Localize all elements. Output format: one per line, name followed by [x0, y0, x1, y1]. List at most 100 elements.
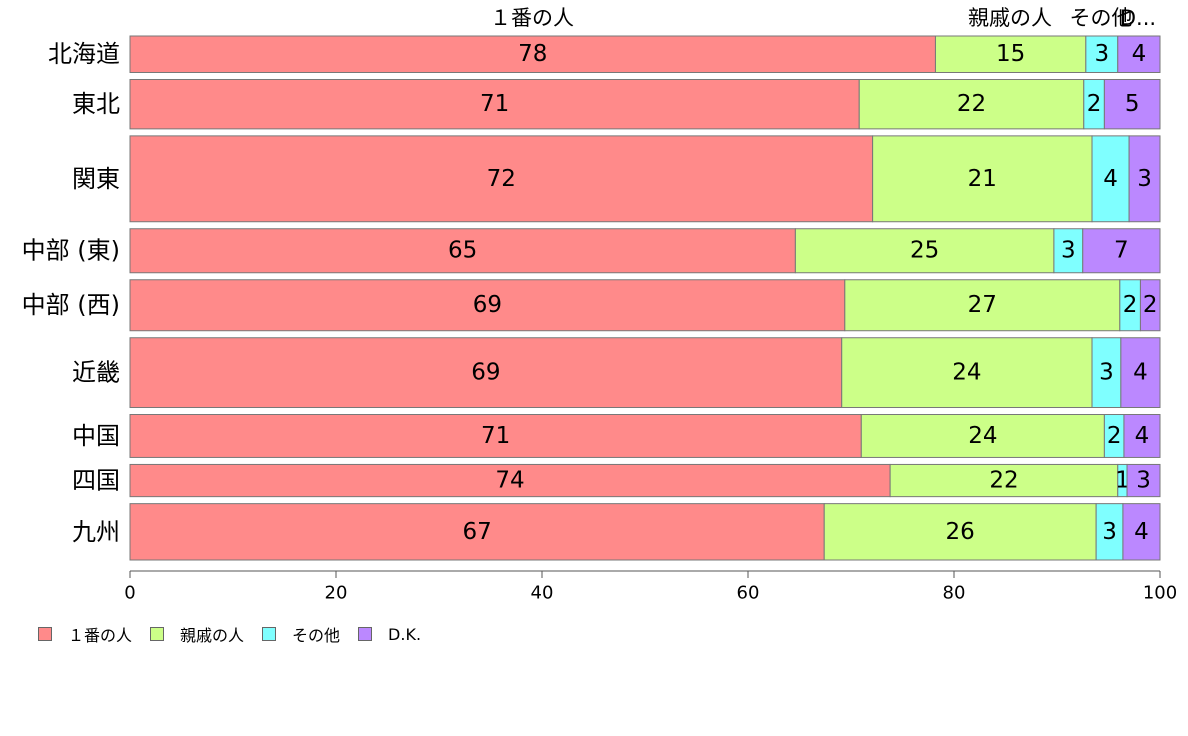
series-top-label: その他 — [1070, 6, 1133, 30]
data-label: 21 — [968, 166, 997, 192]
category-label: 北海道 — [48, 40, 120, 68]
data-label: 4 — [1133, 360, 1148, 386]
legend-swatch — [150, 627, 165, 641]
legend-swatch — [262, 627, 277, 641]
data-label: 4 — [1135, 423, 1150, 449]
series-top-label: D... — [1120, 6, 1156, 30]
legend-item: D.K. — [358, 625, 421, 644]
legend-label: １番の人 — [68, 626, 133, 645]
x-tick-label: 80 — [943, 583, 966, 604]
bar-segment — [1103, 78, 1161, 130]
data-label: 2 — [1107, 423, 1122, 449]
bar-segment — [129, 337, 843, 409]
data-label: 3 — [1099, 360, 1114, 386]
legend-label: 親戚の人 — [180, 626, 245, 645]
bar-segment — [1128, 135, 1161, 223]
data-label: 22 — [989, 468, 1018, 494]
legend-label: その他 — [292, 626, 341, 645]
data-label: 71 — [481, 423, 510, 449]
legend-swatch — [38, 627, 52, 641]
bar-segment — [1053, 228, 1084, 274]
data-label: 1 — [1115, 468, 1130, 494]
data-label: 72 — [487, 166, 516, 192]
data-label: 22 — [957, 91, 986, 117]
bar-segment — [860, 414, 1105, 458]
x-tick-label: 60 — [737, 583, 760, 604]
data-label: 3 — [1136, 468, 1151, 494]
bar-segment — [129, 135, 874, 223]
category-label: 九州 — [72, 518, 120, 546]
bar-segment — [129, 414, 862, 458]
legend-item: その他 — [262, 622, 340, 646]
data-label: 7 — [1114, 238, 1129, 264]
bar-segment — [872, 135, 1093, 223]
bar-segment — [1139, 279, 1161, 332]
x-tick-label: 0 — [124, 583, 135, 604]
x-tick-label: 20 — [325, 583, 348, 604]
category-label: 中部 (東) — [22, 237, 120, 265]
data-label: 78 — [518, 41, 547, 67]
bar-segment — [823, 503, 1097, 561]
data-label: 65 — [448, 238, 477, 264]
legend: １番の人 親戚の人 その他 D.K. — [38, 622, 439, 646]
data-label: 15 — [996, 41, 1025, 67]
data-label: 26 — [946, 519, 975, 545]
bar-segment — [1085, 35, 1119, 73]
bar-segment — [934, 35, 1087, 73]
bar-segment — [1123, 414, 1161, 458]
bars: 78 15 3 471 22 2 572 21 4 365 25 3 769 27 2 269 24 3 471 24… — [129, 35, 1161, 561]
series-top-label: 親戚の人 — [968, 6, 1052, 30]
data-label: 69 — [473, 292, 502, 318]
bar-segment — [794, 228, 1055, 274]
data-label: 74 — [495, 468, 524, 494]
data-label: 67 — [462, 519, 491, 545]
bar-segment — [1091, 135, 1130, 223]
x-axis: 0 20 40 60 80 100 — [124, 570, 1177, 604]
bar-segment — [1126, 463, 1161, 498]
category-label: 中部 (西) — [22, 291, 120, 319]
legend-item: １番の人 — [38, 622, 132, 646]
data-label: 27 — [968, 292, 997, 318]
series-top-label: １番の人 — [490, 6, 574, 30]
data-label: 2 — [1143, 292, 1158, 318]
category-label: 中国 — [72, 422, 120, 450]
data-label: 5 — [1125, 91, 1140, 117]
bar-segment — [844, 279, 1121, 332]
bar-segment — [1117, 35, 1161, 73]
bar-segment — [129, 78, 860, 130]
data-label: 3 — [1094, 41, 1109, 67]
data-label: 2 — [1087, 91, 1102, 117]
data-label: 3 — [1102, 519, 1117, 545]
data-label: 3 — [1061, 238, 1076, 264]
data-label: 2 — [1123, 292, 1138, 318]
data-label: 71 — [480, 91, 509, 117]
bar-segment — [1082, 228, 1161, 274]
bar-segment — [858, 78, 1085, 130]
bar-segment — [841, 337, 1093, 409]
data-label: 3 — [1137, 166, 1152, 192]
category-label: 関東 — [72, 165, 120, 193]
bar-segment — [129, 228, 796, 274]
data-label: 69 — [471, 360, 500, 386]
data-label: 24 — [952, 360, 981, 386]
data-label: 25 — [910, 238, 939, 264]
top-labels: １番の人 親戚の人 その他D... — [490, 6, 1156, 30]
category-label: 近畿 — [72, 359, 120, 387]
category-label: 東北 — [72, 90, 120, 118]
data-label: 4 — [1132, 41, 1147, 67]
legend-swatch — [358, 627, 373, 641]
bar-segment — [129, 35, 936, 73]
x-tick-label: 40 — [531, 583, 554, 604]
bar-segment — [129, 503, 825, 561]
bar-segment — [1091, 337, 1122, 409]
legend-item: 親戚の人 — [150, 622, 244, 646]
legend-label: D.K. — [388, 624, 422, 644]
x-tick-label: 100 — [1143, 583, 1177, 604]
data-label: 4 — [1103, 166, 1118, 192]
category-label: 四国 — [72, 467, 120, 495]
data-label: 4 — [1134, 519, 1149, 545]
bar-segment — [1120, 337, 1161, 409]
bar-segment — [1095, 503, 1124, 561]
